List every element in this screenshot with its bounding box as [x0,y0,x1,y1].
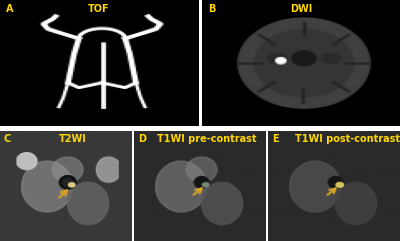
Text: C: C [4,134,11,144]
Text: E: E [272,134,279,144]
Text: DWI: DWI [290,4,312,14]
Text: D: D [138,134,146,144]
Text: A: A [6,4,14,14]
Text: T1WI post-contrast: T1WI post-contrast [295,134,400,144]
Text: B: B [208,4,215,14]
Text: TOF: TOF [88,4,110,14]
Text: T1WI pre-contrast: T1WI pre-contrast [157,134,256,144]
Text: T2WI: T2WI [58,134,86,144]
